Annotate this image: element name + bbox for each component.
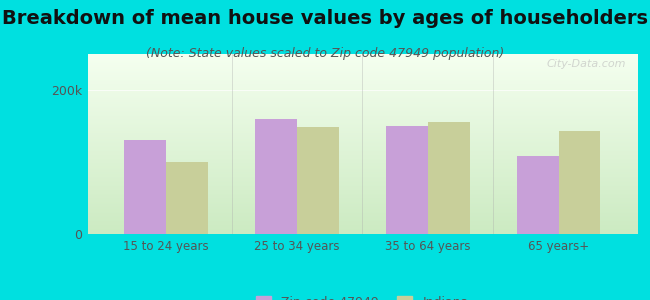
Text: Breakdown of mean house values by ages of householders: Breakdown of mean house values by ages o… <box>2 9 648 28</box>
Bar <box>166 162 208 234</box>
Text: City-Data.com: City-Data.com <box>547 59 626 69</box>
Legend: Zip code 47949, Indiana: Zip code 47949, Indiana <box>251 291 474 300</box>
Bar <box>558 131 601 234</box>
Bar <box>255 119 297 234</box>
Text: (Note: State values scaled to Zip code 47949 population): (Note: State values scaled to Zip code 4… <box>146 46 504 59</box>
Bar <box>517 156 558 234</box>
Bar <box>386 126 428 234</box>
Bar <box>124 140 166 234</box>
Bar <box>297 128 339 234</box>
Bar <box>428 122 469 234</box>
